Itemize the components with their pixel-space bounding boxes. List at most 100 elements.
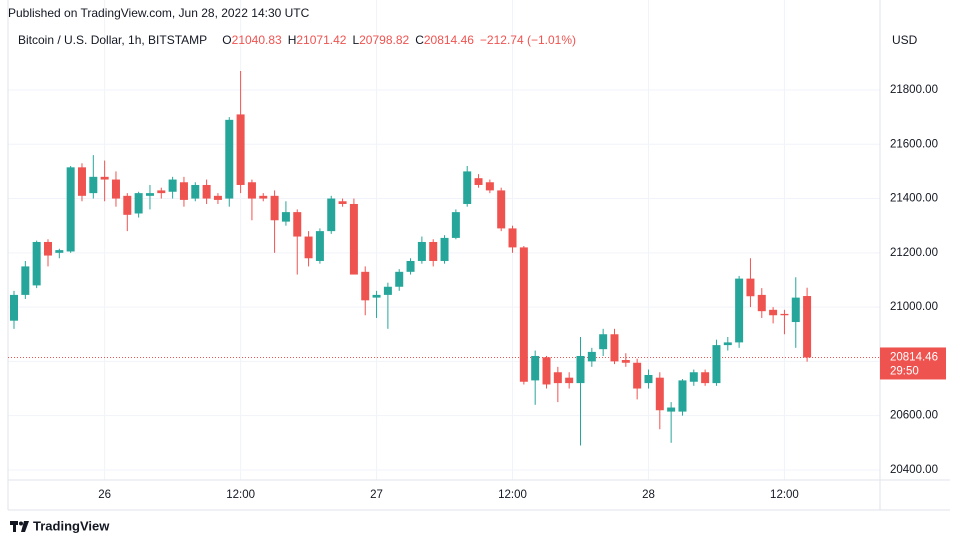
logo [10,521,29,532]
candle-body [293,212,302,237]
currency: USD [892,33,918,47]
legend-value: 20798.82 [359,33,409,47]
candle-body [587,351,596,362]
candle-body [304,236,313,259]
candle-body [803,296,812,358]
legend-key: L [352,33,359,47]
candle-body [327,198,336,232]
y-tick-label: 20600.00 [890,410,938,422]
candle-body [406,260,415,272]
price-badge [880,347,946,380]
candle-body [429,241,438,261]
candle-body [111,179,120,199]
candle-body [213,195,222,200]
candle-body [497,190,506,229]
x-tick-label: 12:00 [770,489,799,501]
legend: Bitcoin / U.S. Dollar, 1h, BITSTAMP O210… [18,33,576,47]
candle-body [712,345,721,384]
candle-body [157,190,166,194]
y-tick-label: 20400.00 [890,464,938,476]
candle-body [89,176,98,194]
legend-value: 21040.83 [232,33,282,47]
candle-body [225,119,234,199]
y-tick-label: 21600.00 [890,138,938,150]
legend-key: H [288,33,297,47]
legend-value: 20814.46 [424,33,474,47]
candle-body [395,271,404,287]
candle-body [10,294,18,321]
legend-key: C [415,33,424,47]
x-tick-label: 26 [98,489,111,501]
candle-body [519,247,528,382]
candle-body [474,178,483,185]
candle-body [689,372,698,382]
symbol: Bitcoin / U.S. Dollar, 1h, BITSTAMP [18,33,207,47]
candle-body [576,355,585,384]
candle-body [383,286,392,295]
candle-body [191,184,200,199]
y-tick-label: 21800.00 [890,84,938,96]
candle-body [508,228,517,248]
candle-body [100,176,109,180]
candle-body [791,297,800,323]
candle-body [55,250,64,253]
candle-body [633,362,642,389]
candle-body [565,377,574,384]
candle-body [21,266,30,295]
candle-body [621,360,630,363]
candle-body [655,377,664,411]
price-badge-label: 20814.46 [890,351,938,363]
plot [7,0,950,511]
legend-key: O [222,33,231,47]
candle-body [757,294,766,312]
footer-brand: TradingView [33,518,110,533]
candle-body [236,114,245,185]
candle-body [270,195,279,221]
candle-body [338,201,347,204]
candle-body [542,357,551,385]
candle-body [610,334,619,362]
legend-change: −212.74 (−1.01%) [480,33,576,47]
candle-body [746,278,755,297]
candle-body [769,309,778,316]
candle-body [440,237,449,261]
candle-body [599,334,608,350]
candle-body [463,171,472,204]
candle-body [361,271,370,301]
candle-body [32,241,41,286]
candle-body [247,182,256,199]
x-tick-label: 12:00 [498,489,527,501]
candle-body [66,167,75,252]
x-tick-label: 12:00 [226,489,255,501]
candle-body [372,294,381,298]
candle-body [134,193,143,214]
candle-body [531,355,540,381]
published: Published on TradingView.com, Jun 28, 20… [8,6,310,20]
candle-body [667,407,676,412]
candle-body [701,372,710,384]
y-tick-label: 21200.00 [890,247,938,259]
candle-body [179,182,188,200]
legend-value: 21071.42 [296,33,346,47]
candle-body [202,184,211,199]
candle-body [168,179,177,192]
candle-body [349,203,358,275]
candle-body [644,374,653,384]
candle-body [259,195,268,199]
candle-body [315,231,324,261]
candle-body [451,212,460,238]
candle-body [281,212,290,222]
candle-body [485,182,494,191]
x-tick-label: 28 [642,489,655,501]
countdown: 29:50 [890,365,919,377]
candle-body [780,313,789,316]
candle-body [145,193,154,196]
candle-body [678,380,687,412]
candle-body [77,167,86,196]
x-tick-label: 27 [370,489,383,501]
candle-body [417,241,426,261]
candle-body [123,195,132,215]
